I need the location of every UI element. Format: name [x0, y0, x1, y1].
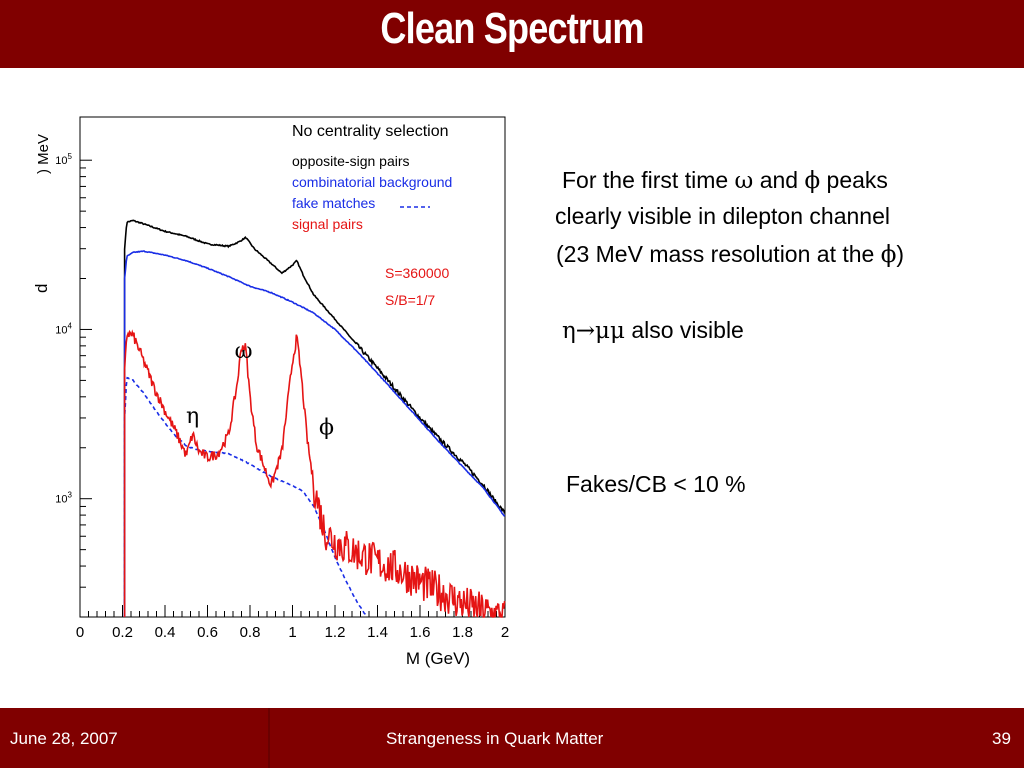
x-tick-label: 1.4 [367, 624, 388, 641]
eta-mumu-symbol: η→μμ [562, 318, 625, 344]
stats-label: S=360000 [385, 265, 449, 281]
phi-symbol: ϕ [804, 168, 821, 194]
series-line [123, 329, 506, 618]
x-tick-label: 0.8 [240, 624, 261, 641]
slide-title: Clean Spectrum [380, 4, 644, 53]
peak-annotation: ω [235, 339, 253, 364]
omega-symbol: ω [734, 168, 754, 194]
plot-panel: 0 0.2 0.4 0.6 0.8 1 1.2 1.4 1.6 1.8 2 103 104 105 M (G… [20, 112, 520, 672]
x-tick-label: 0.6 [197, 624, 218, 641]
y-axis-label: d [32, 284, 51, 293]
series-line [123, 376, 368, 618]
bullet-text: and [753, 167, 805, 193]
y-axis-unit-label: ) MeV [35, 134, 52, 174]
stats-label: S/B=1/7 [385, 292, 435, 308]
y-tick-label: 104 [55, 321, 72, 336]
bullet-text: peaks [820, 167, 888, 193]
bullet-text: also visible [624, 317, 744, 343]
x-tick-label: 2 [501, 624, 509, 641]
footer-divider [268, 708, 270, 768]
bullet-first-time: For the first time ω and ϕ peaks [562, 162, 888, 200]
y-tick-label: 105 [55, 152, 72, 167]
x-tick-label: 0 [76, 624, 84, 641]
x-axis-label: M (GeV) [406, 649, 470, 668]
x-tick-label: 1 [288, 624, 296, 641]
legend-entry: fake matches [292, 195, 375, 211]
legend-entry: combinatorial background [292, 174, 452, 190]
footer-date: June 28, 2007 [10, 729, 118, 748]
x-tick-label: 1.2 [325, 624, 346, 641]
footer-conference: Strangeness in Quark Matter [386, 729, 604, 748]
series-line [123, 250, 506, 617]
bullet-line-2: clearly visible in dilepton channel [555, 203, 890, 229]
bullet-text: For the first time [562, 167, 735, 193]
series-line [123, 219, 506, 617]
chart-title: No centrality selection [292, 123, 449, 140]
title-bar [0, 0, 1024, 68]
bullet-fakes: Fakes/CB < 10 % [566, 471, 746, 497]
x-tick-label: 1.6 [410, 624, 431, 641]
peak-annotation: ϕ [319, 415, 334, 440]
bullet-text: ) [896, 241, 905, 267]
x-tick-label: 0.2 [112, 624, 133, 641]
mass-spectrum-chart: 0 0.2 0.4 0.6 0.8 1 1.2 1.4 1.6 1.8 2 103 104 105 M (G… [32, 116, 509, 668]
legend-entry: opposite-sign pairs [292, 153, 410, 169]
bullet-eta-mumu: η→μμ also visible [562, 312, 744, 350]
phi-symbol: ϕ [880, 242, 897, 268]
legend-entry: signal pairs [292, 216, 363, 232]
peak-annotation: η [186, 404, 199, 429]
x-tick-label: 0.4 [155, 624, 176, 641]
footer-bar: June 28, 2007 Strangeness in Quark Matte… [0, 708, 1024, 768]
y-tick-label: 103 [55, 491, 72, 506]
page-number: 39 [992, 729, 1011, 748]
bullet-line-3: (23 MeV mass resolution at the ϕ) [556, 236, 904, 274]
bullet-text: (23 MeV mass resolution at the [556, 241, 881, 267]
x-tick-label: 1.8 [452, 624, 473, 641]
